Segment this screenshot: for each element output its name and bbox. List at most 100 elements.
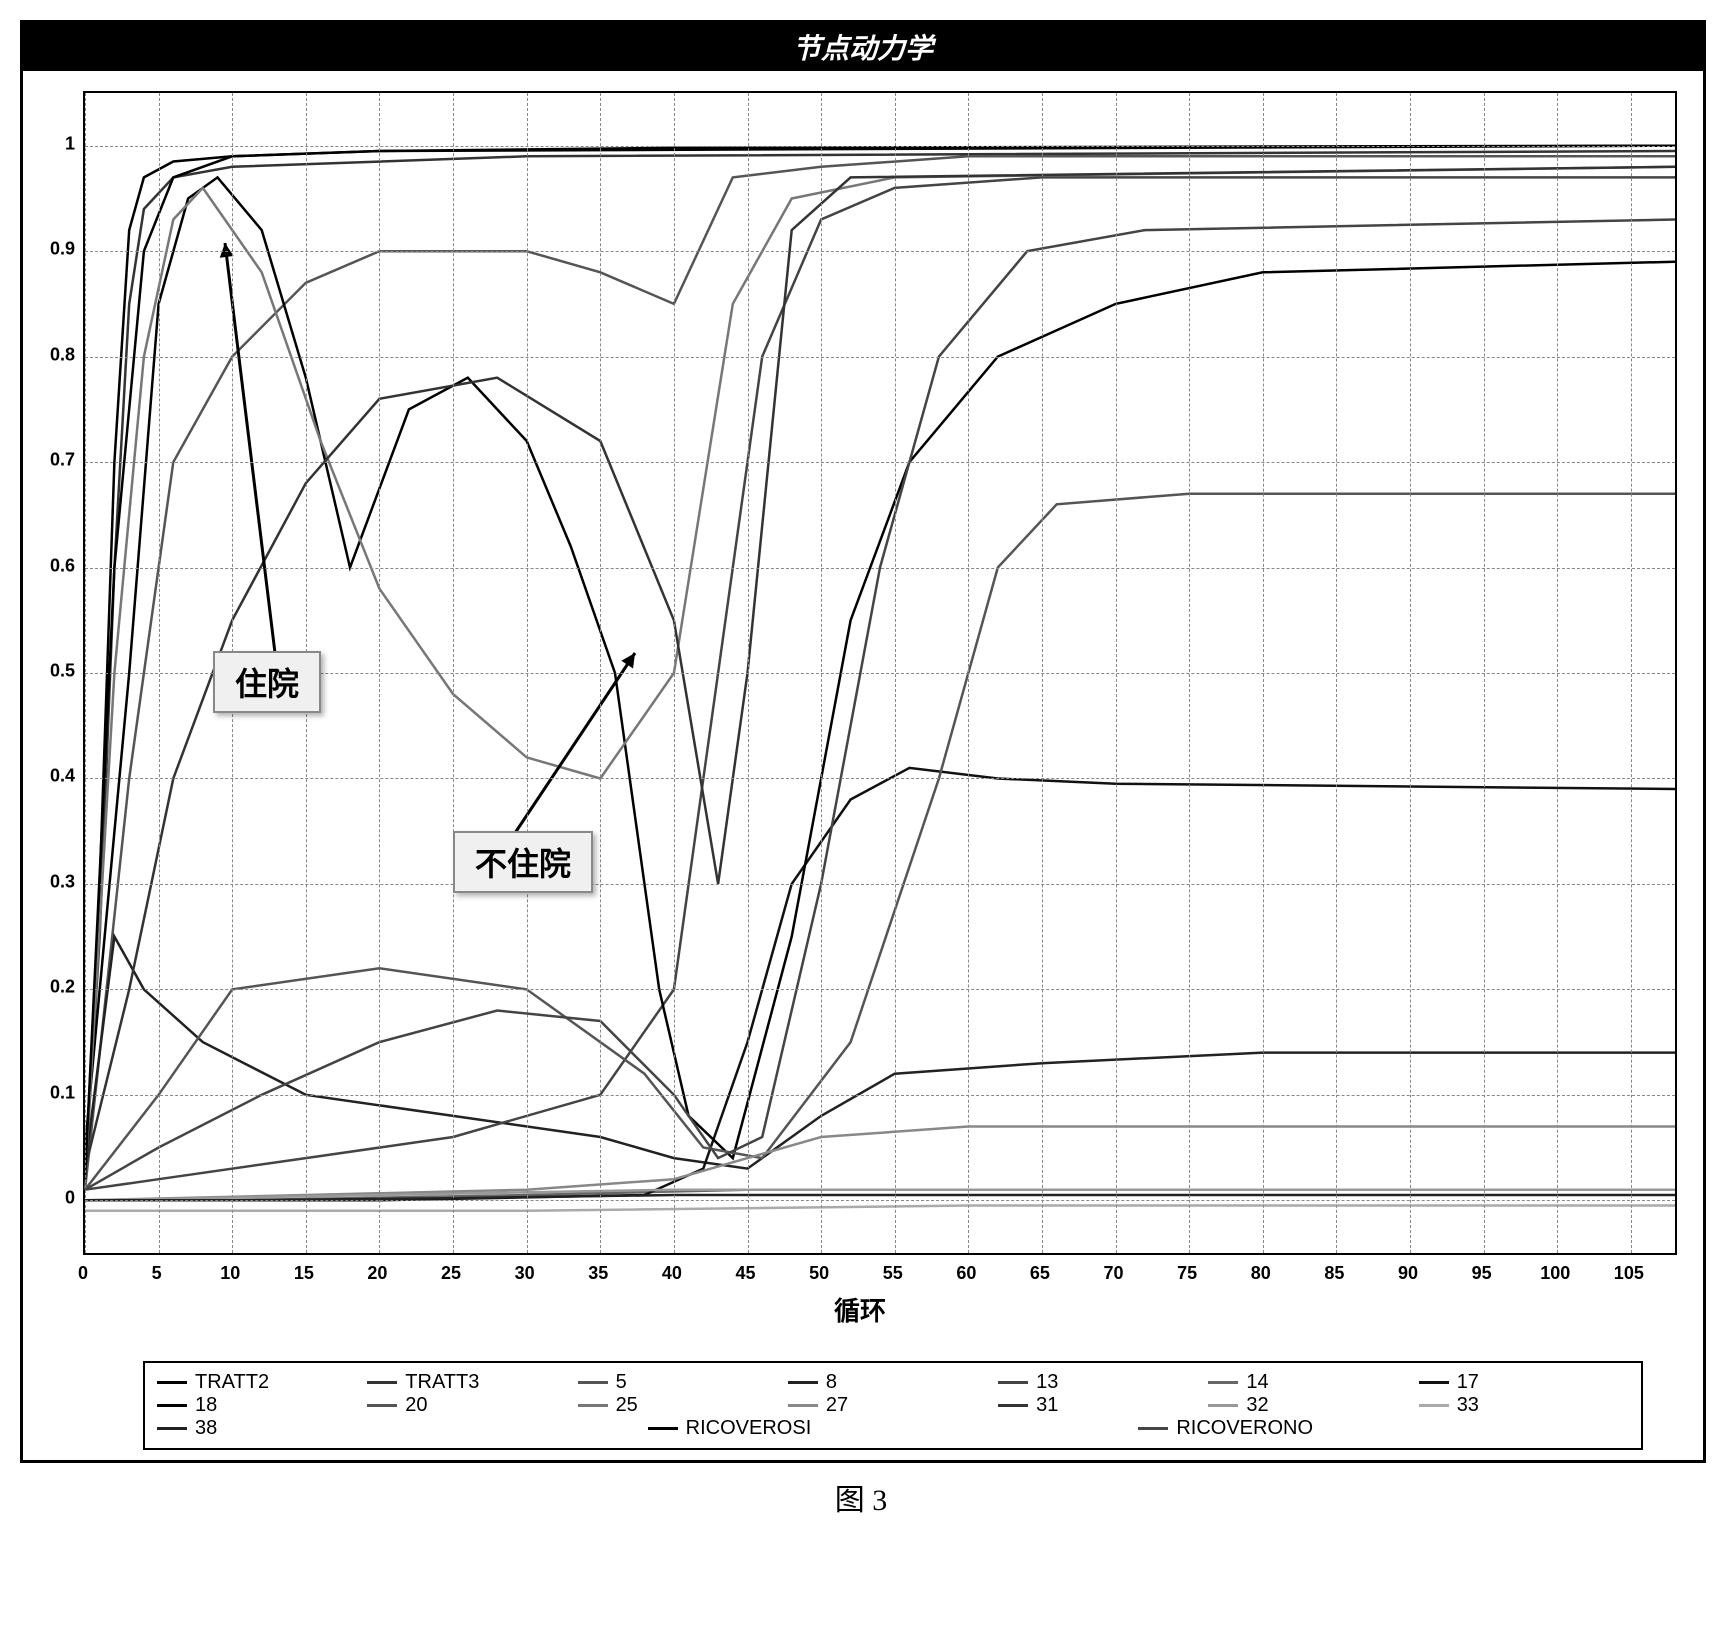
legend-swatch	[367, 1404, 397, 1407]
legend-label: 20	[405, 1394, 427, 1417]
gridline-v	[1116, 93, 1117, 1253]
gridline-h	[85, 1095, 1675, 1096]
legend-swatch	[1419, 1381, 1449, 1384]
legend-swatch	[1208, 1381, 1238, 1384]
x-tick-label: 30	[515, 1263, 535, 1284]
x-tick-label: 0	[78, 1263, 88, 1284]
gridline-v	[379, 93, 380, 1253]
legend-item: 27	[788, 1394, 998, 1417]
gridline-h	[85, 568, 1675, 569]
chart-frame: 节点动力学 住院 不住院 循环 00.10.20.30.40.50.60.70.…	[20, 20, 1706, 1463]
legend-item: 14	[1208, 1371, 1418, 1394]
x-tick-label: 105	[1614, 1263, 1644, 1284]
gridline-v	[748, 93, 749, 1253]
y-tick-label: 0.5	[50, 661, 75, 682]
y-tick-label: 0.3	[50, 871, 75, 892]
y-tick-label: 0.8	[50, 344, 75, 365]
legend-item: 17	[1419, 1371, 1629, 1394]
gridline-h	[85, 884, 1675, 885]
gridline-h	[85, 357, 1675, 358]
legend-item: TRATT3	[367, 1371, 577, 1394]
legend-item: 5	[578, 1371, 788, 1394]
legend-swatch	[788, 1404, 818, 1407]
legend-swatch	[578, 1381, 608, 1384]
legend-item: 18	[157, 1394, 367, 1417]
x-tick-label: 5	[152, 1263, 162, 1284]
gridline-h	[85, 146, 1675, 147]
legend-label: 8	[826, 1371, 837, 1394]
series-RICOVEROSI	[85, 146, 1675, 1180]
x-tick-label: 15	[294, 1263, 314, 1284]
legend-swatch	[578, 1404, 608, 1407]
x-tick-label: 70	[1104, 1263, 1124, 1284]
gridline-h	[85, 462, 1675, 463]
gridline-v	[1631, 93, 1632, 1253]
series-17	[85, 768, 1675, 1200]
legend-swatch	[1208, 1404, 1238, 1407]
x-tick-label: 35	[588, 1263, 608, 1284]
x-tick-label: 60	[956, 1263, 976, 1284]
gridline-v	[1557, 93, 1558, 1253]
legend-item: 25	[578, 1394, 788, 1417]
gridline-h	[85, 778, 1675, 779]
series-TRATT3	[85, 151, 1675, 1179]
legend-item: 32	[1208, 1394, 1418, 1417]
gridline-v	[85, 93, 86, 1253]
gridline-v	[968, 93, 969, 1253]
series-TRATT2	[85, 146, 1675, 1180]
legend-label: 25	[616, 1394, 638, 1417]
x-tick-label: 40	[662, 1263, 682, 1284]
gridline-v	[600, 93, 601, 1253]
gridline-h	[85, 1200, 1675, 1201]
annotation-not-hospitalized: 不住院	[453, 831, 593, 893]
legend-item: TRATT2	[157, 1371, 367, 1394]
legend-swatch	[157, 1404, 187, 1407]
series-18	[85, 177, 1675, 1158]
x-axis-title: 循环	[834, 1291, 886, 1328]
legend-label: 32	[1246, 1394, 1268, 1417]
legend-label: 33	[1457, 1394, 1479, 1417]
figure-caption: 图 3	[20, 1475, 1702, 1519]
chart-title: 节点动力学	[23, 23, 1703, 71]
gridline-v	[1189, 93, 1190, 1253]
x-tick-label: 45	[735, 1263, 755, 1284]
legend-label: RICOVERONO	[1176, 1417, 1313, 1440]
x-tick-label: 25	[441, 1263, 461, 1284]
legend-label: TRATT3	[405, 1371, 479, 1394]
x-tick-label: 55	[883, 1263, 903, 1284]
y-tick-label: 0.6	[50, 555, 75, 576]
legend-label: 17	[1457, 1371, 1479, 1394]
legend-item: 33	[1419, 1394, 1629, 1417]
gridline-v	[159, 93, 160, 1253]
legend-item: RICOVEROSI	[648, 1417, 1139, 1440]
legend-label: 38	[195, 1417, 217, 1440]
legend-swatch	[1419, 1404, 1449, 1407]
gridline-h	[85, 251, 1675, 252]
legend-label: 14	[1246, 1371, 1268, 1394]
legend-swatch	[648, 1427, 678, 1430]
annotation-hospitalized: 住院	[213, 651, 321, 713]
y-tick-label: 0.4	[50, 766, 75, 787]
series-33	[85, 1206, 1675, 1211]
x-tick-label: 100	[1540, 1263, 1570, 1284]
gridline-v	[453, 93, 454, 1253]
y-tick-label: 0.7	[50, 450, 75, 471]
legend-item: 8	[788, 1371, 998, 1394]
x-tick-label: 90	[1398, 1263, 1418, 1284]
plot-area	[83, 91, 1677, 1255]
gridline-v	[527, 93, 528, 1253]
y-tick-label: 1	[65, 133, 75, 154]
legend-item: 13	[998, 1371, 1208, 1394]
legend-swatch	[998, 1381, 1028, 1384]
legend-swatch	[157, 1427, 187, 1430]
y-tick-label: 0.9	[50, 239, 75, 260]
chart-container: 住院 不住院 循环 00.10.20.30.40.50.60.70.80.910…	[23, 71, 1697, 1351]
legend-label: TRATT2	[195, 1371, 269, 1394]
legend-swatch	[998, 1404, 1028, 1407]
series-20	[85, 494, 1675, 1190]
legend-item: 38	[157, 1417, 648, 1440]
legend-row: 18 20 25 27 31 32 33	[157, 1394, 1629, 1417]
legend-label: 31	[1036, 1394, 1058, 1417]
x-tick-label: 50	[809, 1263, 829, 1284]
legend-swatch	[1138, 1427, 1168, 1430]
